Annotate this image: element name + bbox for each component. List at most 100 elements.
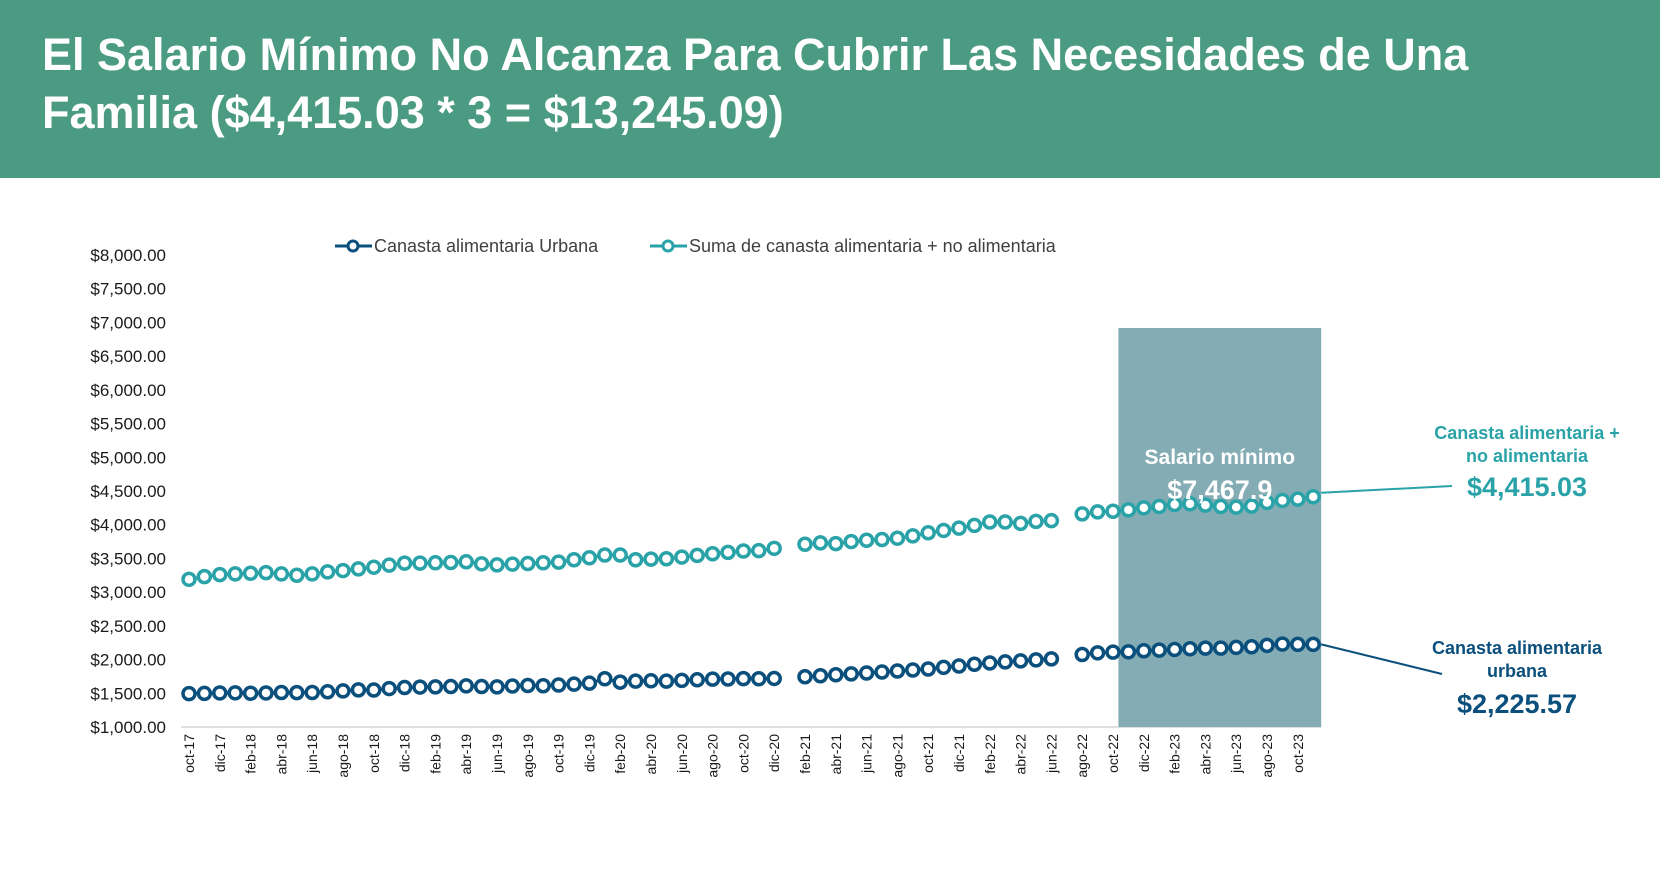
data-point-suma bbox=[550, 554, 567, 570]
data-point-suma bbox=[443, 554, 459, 571]
data-point-suma bbox=[242, 565, 259, 582]
x-tick-label: oct-21 bbox=[920, 734, 936, 773]
x-tick-label: abr-20 bbox=[643, 734, 659, 775]
data-point-urbana bbox=[858, 665, 875, 681]
data-point-urbana bbox=[951, 658, 967, 674]
data-point-suma bbox=[735, 543, 752, 559]
data-point-urbana bbox=[812, 668, 829, 684]
data-point-suma bbox=[674, 549, 690, 565]
data-point-suma bbox=[273, 566, 290, 582]
data-point-suma bbox=[427, 555, 444, 571]
data-point-urbana bbox=[535, 677, 551, 694]
x-tick-label: abr-22 bbox=[1013, 734, 1029, 775]
data-point-urbana bbox=[643, 673, 659, 689]
data-point-suma bbox=[196, 568, 213, 585]
data-point-urbana bbox=[1243, 639, 1260, 655]
data-point-suma bbox=[843, 533, 859, 550]
annotation-suma-value: $4,415.03 bbox=[1467, 472, 1587, 502]
data-point-urbana bbox=[905, 662, 921, 678]
data-point-urbana bbox=[520, 677, 536, 694]
x-tick-label: jun-22 bbox=[1043, 734, 1059, 774]
y-tick-label: $5,500.00 bbox=[90, 415, 166, 434]
x-tick-label: dic-21 bbox=[951, 734, 967, 772]
data-point-suma bbox=[612, 547, 628, 563]
data-point-urbana bbox=[797, 669, 813, 685]
chart-axes: $1,000.00 $1,500.00 $2,000.00 $2,500.00 $3,0… bbox=[90, 246, 1322, 778]
data-point-suma bbox=[350, 561, 367, 577]
data-point-suma bbox=[304, 566, 320, 582]
data-point-suma bbox=[458, 554, 474, 570]
data-point-suma bbox=[1213, 498, 1229, 515]
data-point-suma bbox=[858, 532, 875, 548]
annotation-urbana-line1: Canasta alimentaria bbox=[1432, 638, 1603, 658]
data-point-urbana bbox=[766, 670, 782, 687]
y-tick-label: $6,500.00 bbox=[90, 347, 166, 366]
x-tick-label: dic-22 bbox=[1136, 734, 1152, 772]
legend-marker-urbana bbox=[346, 239, 360, 253]
annotation-urbana-pointer bbox=[1320, 643, 1443, 675]
data-point-urbana bbox=[843, 666, 859, 682]
data-point-urbana bbox=[1151, 642, 1167, 658]
data-point-suma bbox=[1028, 513, 1044, 530]
data-point-urbana bbox=[258, 685, 274, 701]
data-point-urbana bbox=[1120, 644, 1137, 660]
data-point-urbana bbox=[212, 685, 228, 701]
data-point-urbana bbox=[920, 661, 936, 677]
data-point-suma bbox=[905, 528, 921, 544]
x-tick-label: feb-23 bbox=[1167, 734, 1183, 774]
data-point-urbana bbox=[735, 670, 752, 687]
x-tick-label: jun-23 bbox=[1228, 734, 1244, 774]
data-point-urbana bbox=[674, 672, 690, 689]
data-point-urbana bbox=[304, 684, 320, 701]
x-tick-label: oct-19 bbox=[551, 734, 567, 773]
data-point-suma bbox=[889, 530, 906, 546]
annotation-suma-line2: no alimentaria bbox=[1466, 446, 1589, 466]
data-point-suma bbox=[1259, 494, 1275, 511]
data-point-suma bbox=[997, 514, 1013, 530]
data-point-urbana bbox=[581, 675, 598, 691]
data-point-suma bbox=[227, 566, 243, 582]
data-point-suma bbox=[1012, 515, 1029, 532]
y-tick-label: $6,000.00 bbox=[90, 381, 166, 400]
data-point-suma bbox=[751, 542, 767, 559]
data-point-suma bbox=[566, 552, 582, 568]
data-point-suma bbox=[720, 544, 736, 561]
data-point-urbana bbox=[1290, 636, 1306, 653]
data-point-suma bbox=[1166, 496, 1183, 513]
data-point-urbana bbox=[689, 672, 705, 688]
data-point-suma bbox=[920, 525, 936, 541]
data-point-urbana bbox=[396, 679, 413, 696]
data-point-suma bbox=[258, 564, 274, 581]
data-point-urbana bbox=[1274, 636, 1291, 652]
y-tick-label: $5,000.00 bbox=[90, 448, 166, 467]
x-tick-label: dic-18 bbox=[397, 734, 413, 772]
data-point-urbana bbox=[720, 671, 736, 687]
data-point-suma bbox=[1305, 488, 1321, 505]
data-point-suma bbox=[412, 555, 428, 571]
data-point-suma bbox=[381, 557, 397, 573]
data-point-suma bbox=[1105, 503, 1121, 519]
data-point-urbana bbox=[550, 677, 567, 693]
data-point-suma bbox=[1120, 502, 1137, 518]
legend-label-suma: Suma de canasta alimentaria + no aliment… bbox=[689, 236, 1057, 256]
data-point-urbana bbox=[427, 679, 444, 695]
data-point-urbana bbox=[1259, 637, 1275, 654]
data-point-suma bbox=[473, 556, 490, 572]
x-tick-label: abr-21 bbox=[828, 734, 844, 775]
x-tick-label: dic-20 bbox=[766, 734, 782, 772]
data-point-urbana bbox=[227, 685, 243, 701]
x-tick-label: ago-19 bbox=[520, 734, 536, 778]
data-point-urbana bbox=[196, 685, 213, 702]
data-point-urbana bbox=[319, 684, 336, 700]
annotation-suma-line1: Canasta alimentaria + bbox=[1434, 423, 1620, 443]
data-point-urbana bbox=[1105, 644, 1121, 660]
y-tick-label: $7,000.00 bbox=[90, 313, 166, 332]
y-tick-label: $2,500.00 bbox=[90, 617, 166, 636]
data-point-urbana bbox=[612, 674, 628, 690]
data-point-suma bbox=[643, 551, 659, 567]
x-tick-label: oct-23 bbox=[1290, 734, 1306, 773]
data-point-suma bbox=[366, 559, 382, 575]
y-tick-label: $4,000.00 bbox=[90, 516, 166, 535]
data-point-urbana bbox=[181, 685, 197, 702]
data-point-urbana bbox=[889, 663, 906, 679]
